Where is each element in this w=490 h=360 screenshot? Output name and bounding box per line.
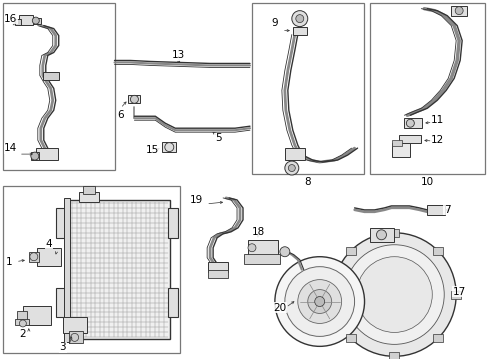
Text: 3: 3 [59, 342, 66, 352]
Bar [248, 240, 278, 256]
Text: 18: 18 [251, 227, 265, 237]
Bar [19, 15, 33, 24]
Bar [162, 142, 176, 152]
Text: 17: 17 [453, 287, 466, 297]
Text: 13: 13 [172, 50, 185, 60]
Bar [64, 198, 70, 342]
Bar [15, 19, 21, 24]
Text: 5: 5 [215, 133, 221, 143]
Text: 11: 11 [431, 115, 444, 125]
Bar [63, 318, 87, 333]
Text: 2: 2 [20, 329, 26, 339]
Text: 7: 7 [444, 205, 450, 215]
Text: 1: 1 [5, 257, 12, 267]
Text: 15: 15 [146, 145, 159, 155]
Text: 4: 4 [46, 239, 52, 249]
Bar [128, 95, 141, 103]
Bar [369, 3, 485, 174]
Bar [66, 200, 171, 339]
Circle shape [344, 245, 444, 345]
Circle shape [130, 95, 138, 103]
Text: 6: 6 [117, 110, 124, 120]
Circle shape [357, 257, 432, 332]
Circle shape [292, 11, 308, 27]
Circle shape [165, 143, 174, 152]
Circle shape [30, 253, 38, 261]
Bar [83, 186, 95, 194]
Circle shape [315, 297, 325, 306]
Circle shape [308, 289, 332, 314]
Text: 14: 14 [4, 143, 18, 153]
Circle shape [296, 15, 304, 23]
Circle shape [71, 333, 78, 341]
Text: 12: 12 [431, 135, 444, 145]
Bar [78, 192, 98, 202]
Circle shape [298, 280, 342, 323]
Bar [392, 143, 410, 157]
Circle shape [333, 233, 456, 356]
Bar [328, 291, 338, 298]
Bar [390, 352, 399, 360]
Bar [244, 254, 280, 264]
Bar [346, 334, 356, 342]
Circle shape [275, 257, 365, 346]
Text: 8: 8 [304, 177, 311, 187]
Circle shape [455, 7, 463, 15]
Bar [168, 288, 178, 318]
Bar [56, 288, 68, 318]
Text: 19: 19 [190, 195, 203, 205]
Circle shape [285, 161, 299, 175]
Bar [404, 118, 422, 128]
Circle shape [376, 230, 387, 240]
Bar [451, 6, 467, 15]
Bar [15, 319, 29, 325]
Circle shape [20, 320, 26, 327]
Bar [56, 208, 68, 238]
Bar [392, 140, 402, 146]
Circle shape [31, 152, 39, 160]
Bar [390, 229, 399, 237]
Text: 20: 20 [273, 302, 287, 312]
Circle shape [32, 17, 39, 24]
Bar [293, 27, 307, 35]
Bar [369, 228, 394, 242]
Bar [3, 186, 180, 353]
Bar [427, 205, 445, 215]
Bar [29, 252, 39, 262]
Bar [23, 306, 51, 325]
Text: 10: 10 [421, 177, 434, 187]
Text: 16: 16 [4, 14, 18, 24]
Bar [17, 311, 27, 321]
Circle shape [406, 119, 415, 127]
Bar [43, 72, 59, 80]
Bar [168, 208, 178, 238]
Bar [433, 334, 443, 342]
Bar [208, 270, 228, 278]
Circle shape [288, 165, 295, 171]
Bar [252, 3, 364, 174]
Bar [33, 18, 41, 24]
Bar [285, 148, 305, 160]
Circle shape [285, 267, 355, 336]
Circle shape [280, 247, 290, 257]
Bar [69, 332, 83, 343]
Bar [31, 152, 39, 160]
Bar [433, 247, 443, 255]
Bar [36, 148, 58, 160]
Bar [346, 247, 356, 255]
Text: 9: 9 [271, 18, 278, 28]
Bar [208, 262, 228, 272]
Bar [451, 291, 461, 298]
Bar [399, 135, 421, 143]
Bar [3, 3, 115, 170]
Bar [37, 248, 61, 266]
Circle shape [248, 244, 256, 252]
